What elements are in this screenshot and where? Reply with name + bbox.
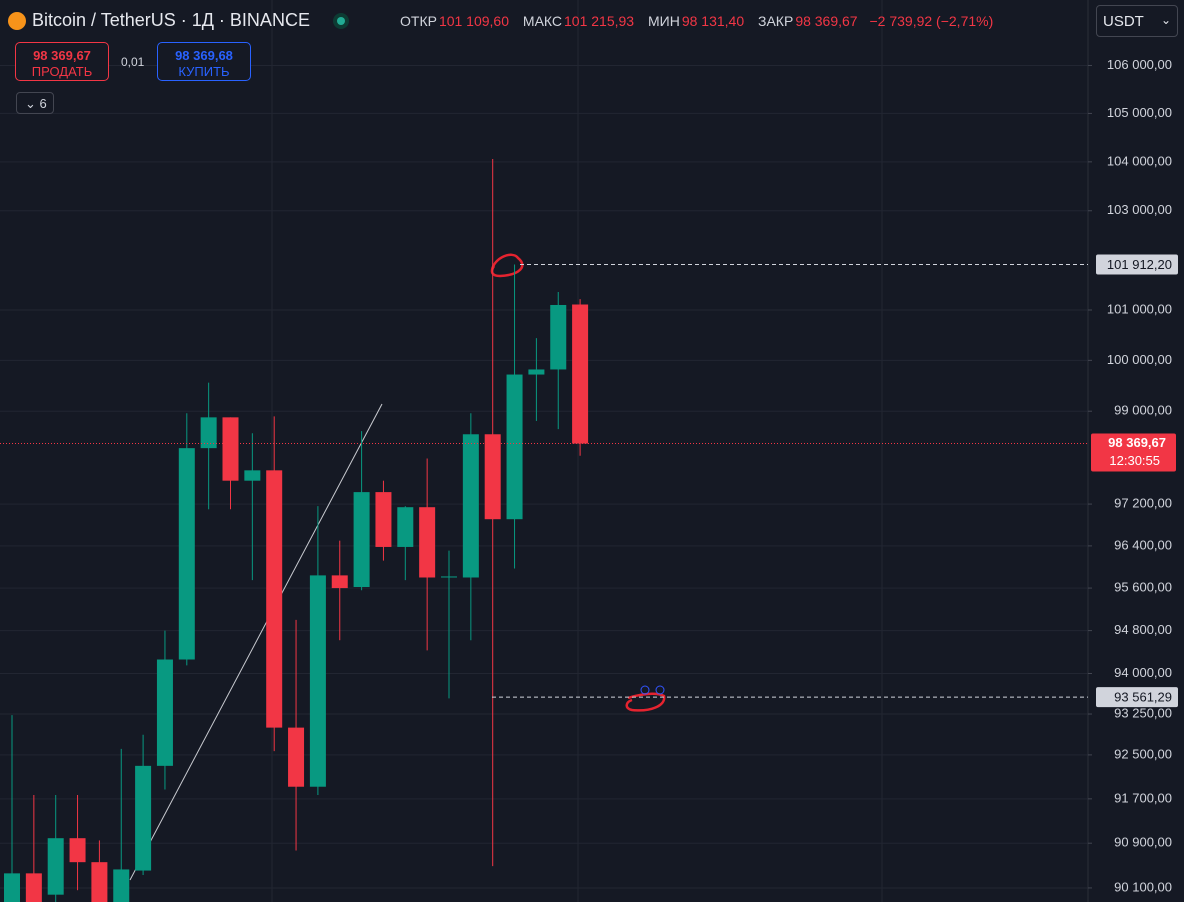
price-line-label-box [1096, 254, 1178, 275]
y-tick-label: 100 000,00 [1107, 352, 1172, 367]
candle-body [419, 507, 436, 578]
ohlc-value: 98 131,40 [681, 13, 745, 29]
currency: USDT [1103, 13, 1144, 30]
symbol-title: Bitcoin / TetherUS · 1Д · BINANCE [32, 10, 310, 30]
ohlc-value: 101 109,60 [438, 13, 510, 29]
candle-body [244, 470, 261, 481]
candle-body [441, 576, 457, 578]
candle-body [528, 369, 545, 375]
y-tick-label: 97 200,00 [1114, 496, 1172, 511]
buy-label: КУПИТЬ [178, 64, 230, 79]
candle-body [353, 492, 370, 588]
price-line-label-box [1096, 687, 1178, 708]
y-tick-label: 94 000,00 [1114, 665, 1172, 680]
y-tick-label: 106 000,00 [1107, 57, 1172, 72]
y-tick-label: 94 800,00 [1114, 622, 1172, 637]
price-line-label: 101 912,20 [1107, 257, 1172, 272]
buy-button[interactable]: 98 369,68 КУПИТЬ [157, 42, 251, 81]
countdown: 12:30:55 [1109, 453, 1160, 468]
candle-body [113, 869, 130, 902]
y-tick-label: 104 000,00 [1107, 153, 1172, 168]
y-tick-label: 93 250,00 [1114, 705, 1172, 720]
last-price-box [1091, 433, 1176, 472]
candle-body [397, 507, 414, 547]
candle-body [288, 727, 305, 787]
ohlc-label: МАКС [522, 13, 563, 29]
sell-label: ПРОДАТЬ [31, 64, 93, 79]
candle-body [484, 434, 501, 520]
candle-body [375, 492, 392, 547]
candle-body [91, 862, 108, 902]
y-tick-label: 96 400,00 [1114, 537, 1172, 552]
symbol: Bitcoin / TetherUS · 1Д · BINANCE [8, 10, 350, 31]
ohlc-value: 101 215,93 [564, 13, 635, 29]
status-dot [332, 12, 349, 29]
candle-body [4, 873, 20, 902]
candle-body [156, 659, 173, 766]
y-tick-label: 101 000,00 [1107, 301, 1172, 316]
spread: 0,01 [121, 55, 145, 69]
y-tick-label: 90 100,00 [1114, 879, 1172, 894]
coin-icon [8, 11, 26, 30]
y-tick-label: 92 500,00 [1114, 746, 1172, 761]
buy-price: 98 369,68 [175, 48, 233, 63]
y-tick-label: 99 000,00 [1114, 403, 1172, 418]
ohlc-label: ЗАКР [758, 13, 794, 29]
last-price-label: 98 369,67 [1108, 435, 1166, 450]
candle-body [462, 434, 479, 578]
candle-body [331, 575, 348, 589]
candle-body [550, 304, 567, 370]
currency-select[interactable]: USDT ⌄ [1096, 5, 1178, 37]
sell-price: 98 369,67 [33, 48, 91, 63]
y-tick-label: 95 600,00 [1114, 580, 1172, 595]
sell-button[interactable]: 98 369,67 ПРОДАТЬ [15, 42, 109, 81]
indicators-count: 6 [39, 96, 47, 111]
candle-body [200, 417, 217, 449]
ohlc-change: −2 739,92 (−2,71%) [869, 13, 994, 29]
candle-body [135, 765, 152, 871]
y-tick-label: 91 700,00 [1114, 790, 1172, 805]
candle-body [222, 417, 239, 481]
annotation-dot [640, 685, 650, 695]
annotation-dot [655, 685, 665, 695]
annotation-scribble [490, 253, 524, 278]
y-tick-label: 105 000,00 [1107, 105, 1172, 120]
candle-body [572, 304, 589, 444]
trend-line [129, 403, 383, 881]
ohlc: ОТКР 101 109,60 МАКС 101 215,93 МИН 98 131,… [400, 13, 995, 29]
price-line-label: 93 561,29 [1114, 690, 1172, 705]
ohlc-label: МИН [647, 13, 680, 29]
ohlc-value: 98 369,67 [795, 13, 858, 29]
candle-body [266, 470, 283, 728]
ohlc-label: ОТКР [400, 13, 437, 29]
y-tick-label: 90 900,00 [1114, 835, 1172, 850]
candle-body [25, 873, 42, 902]
y-tick-label: 103 000,00 [1107, 202, 1172, 217]
indicators-toggle[interactable]: ⌄ 6 [16, 92, 54, 114]
candle-body [69, 838, 86, 863]
candle-body [47, 838, 64, 895]
candle-body [178, 448, 195, 660]
candle-body [309, 575, 326, 787]
annotation-scribble [625, 692, 666, 712]
candle-body [506, 374, 523, 520]
